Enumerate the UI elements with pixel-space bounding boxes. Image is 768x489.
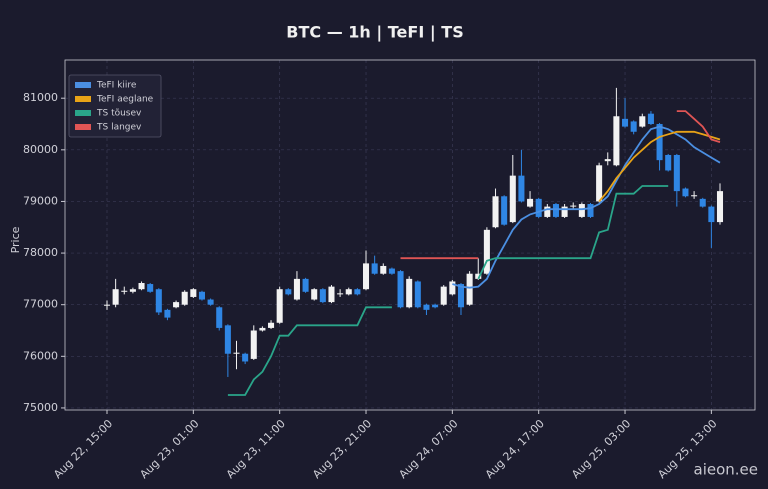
candle-body (259, 327, 266, 331)
legend-swatch (75, 96, 91, 102)
indicator-line (400, 110, 721, 260)
candle-body (501, 196, 508, 225)
legend-swatch (75, 82, 91, 88)
indicator-line (598, 130, 721, 202)
candle-body (224, 325, 231, 354)
indicator-line (227, 185, 669, 396)
candle-body (544, 206, 551, 217)
candle-body (268, 322, 275, 328)
y-tick-label: 75000 (23, 401, 58, 414)
candle-body (535, 198, 542, 217)
candle-body (691, 195, 698, 197)
candle-body (190, 289, 197, 297)
candle-body (475, 273, 482, 279)
y-tick-label: 79000 (23, 194, 58, 207)
candle-body (509, 175, 516, 223)
y-tick-label: 77000 (23, 298, 58, 311)
candle-body (414, 281, 421, 308)
candle-body (173, 302, 180, 308)
candle-body (147, 284, 154, 292)
candle-body (570, 205, 577, 207)
candle-body (466, 273, 473, 305)
candle-body (207, 299, 214, 305)
candle-body (440, 286, 447, 305)
candle-body (354, 289, 361, 295)
candle-body (552, 204, 559, 217)
candle-body (613, 116, 620, 166)
candle-body (371, 263, 378, 274)
candle-body (337, 293, 344, 295)
legend-label: TeFI aeglane (96, 95, 154, 105)
candle-body (449, 281, 456, 295)
candle-body (647, 113, 654, 125)
candle-body (380, 265, 387, 274)
y-tick-label: 78000 (23, 246, 58, 259)
candle-body (716, 191, 724, 223)
candle-body (328, 286, 335, 303)
candle-body (311, 289, 318, 300)
candle-body (319, 289, 326, 303)
y-tick-label: 76000 (23, 349, 58, 362)
chart-title: BTC — 1h | TeFI | TS (286, 23, 463, 43)
candle-body (276, 289, 283, 323)
candle-body (457, 284, 465, 308)
candle-body (129, 289, 136, 292)
candle-body (302, 278, 309, 292)
legend-label: TS langev (96, 123, 142, 133)
candle-body (242, 353, 249, 362)
candle-body (198, 291, 205, 300)
candle-body (181, 291, 188, 305)
candle-body (250, 330, 257, 359)
watermark: aieon.ee (694, 461, 759, 479)
candle-body (216, 307, 223, 328)
candle-body (233, 352, 240, 354)
candle-body (596, 165, 603, 202)
candle-body (112, 289, 119, 305)
candle-body (527, 198, 534, 207)
candle-body (673, 154, 680, 192)
candle-body (164, 309, 171, 318)
candle-body (699, 198, 706, 207)
legend-label: TeFI kiire (96, 81, 137, 91)
candle-body (397, 271, 404, 308)
plot-frame (64, 59, 756, 411)
candle-body (423, 304, 430, 310)
y-tick-label: 81000 (23, 91, 58, 104)
candle-body (578, 204, 585, 217)
legend-label: TS tõusev (96, 109, 142, 119)
candle-body (604, 159, 611, 162)
candle-body (492, 196, 499, 228)
candle-body (285, 289, 292, 295)
y-axis-label: Price (9, 226, 22, 253)
legend-box (68, 74, 162, 138)
legend-swatch (75, 110, 91, 116)
candle-body (432, 304, 439, 308)
candle-body (682, 188, 689, 197)
candle-body (518, 175, 525, 202)
candle-body (103, 304, 111, 306)
candle-body (121, 290, 128, 292)
candle-body (362, 263, 370, 290)
y-tick-label: 80000 (23, 143, 58, 156)
candle-body (388, 268, 395, 274)
candle-body (587, 204, 594, 217)
legend-swatch (75, 124, 91, 130)
candle-body (708, 206, 715, 223)
candle-body (406, 278, 413, 308)
candle-body (639, 116, 646, 127)
candle-body (656, 124, 663, 161)
candle-body (345, 289, 352, 295)
candle-body (293, 278, 300, 300)
candle-body (155, 289, 162, 313)
candle-body (622, 118, 629, 127)
candle-body (665, 154, 672, 171)
candle-body (138, 283, 145, 290)
candle-body (483, 229, 490, 274)
candle-body (561, 206, 568, 217)
candle-body (630, 121, 637, 132)
